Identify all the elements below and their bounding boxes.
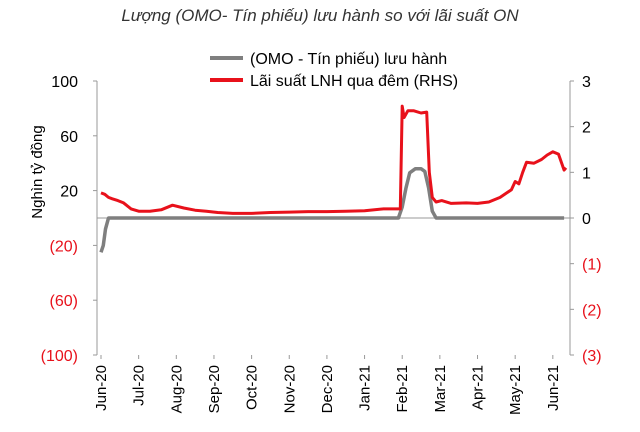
left-tick-label: (100) xyxy=(41,348,78,365)
series-line-omo-outstanding xyxy=(99,166,565,253)
x-tick-label: May-21 xyxy=(507,365,524,415)
x-tick-label: Oct-20 xyxy=(244,365,261,410)
series-line-on-rate xyxy=(100,104,568,215)
x-tick-label: Nov-20 xyxy=(281,365,298,413)
legend-label: Lãi suất LNH qua đêm (RHS) xyxy=(250,73,458,90)
x-tick-label: Sep-20 xyxy=(206,365,223,413)
x-tick-label: Jun-21 xyxy=(545,365,562,411)
right-tick-label: (2) xyxy=(582,302,602,319)
left-tick-label: 60 xyxy=(60,129,78,146)
x-tick-label: Dec-20 xyxy=(319,365,336,413)
right-tick-label: (1) xyxy=(582,257,602,274)
left-tick-label: 100 xyxy=(51,74,78,91)
y-axis-label: Nghìn tỷ đồng xyxy=(29,125,46,218)
x-tick-label: Apr-21 xyxy=(470,365,487,410)
right-tick-label: 0 xyxy=(582,211,591,228)
right-tick-label: 3 xyxy=(582,74,591,91)
left-tick-label: 20 xyxy=(60,184,78,201)
left-tick-label: (60) xyxy=(50,293,78,310)
x-tick-label: Mar-21 xyxy=(432,365,449,413)
left-tick-label: (20) xyxy=(50,238,78,255)
x-tick-label: Jun-20 xyxy=(93,365,110,411)
right-tick-label: 2 xyxy=(582,120,591,137)
right-tick-label: (3) xyxy=(582,348,602,365)
legend-label: (OMO - Tín phiếu) lưu hành xyxy=(250,51,447,68)
chart-title: Lượng (OMO- Tín phiếu) lưu hành so với l… xyxy=(121,6,519,25)
legend: (OMO - Tín phiếu) lưu hành Lãi suất LNH q… xyxy=(210,51,458,90)
x-tick-label: Jan-21 xyxy=(357,365,374,411)
right-tick-label: 1 xyxy=(582,165,591,182)
x-tick-label: Jul-20 xyxy=(131,365,148,406)
x-tick-label: Feb-21 xyxy=(394,365,411,413)
x-tick-label: Aug-20 xyxy=(168,365,185,413)
